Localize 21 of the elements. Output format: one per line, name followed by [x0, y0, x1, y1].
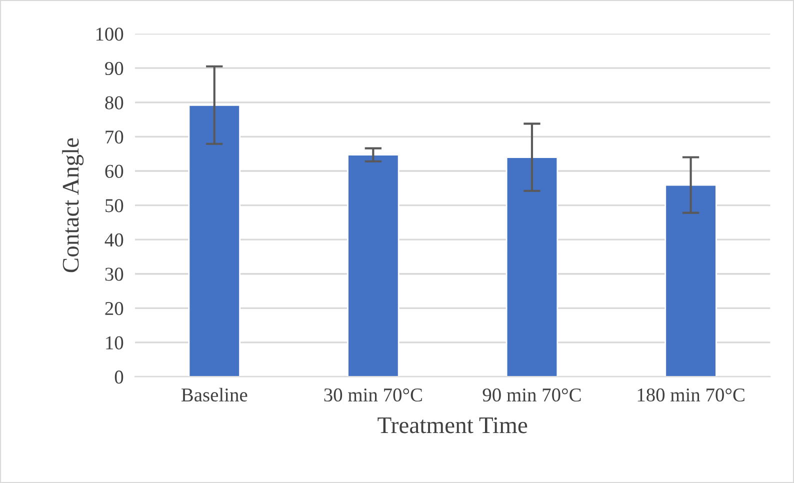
bar	[664, 184, 717, 377]
bar	[347, 154, 400, 377]
y-tick-label: 90	[105, 62, 124, 76]
y-tick-label: 30	[105, 268, 124, 281]
y-tick-label: 70	[106, 130, 124, 144]
y-tick-label: 40	[104, 233, 124, 247]
y-tick-label: 50	[106, 199, 124, 212]
y-tick-label: 80	[105, 96, 124, 110]
y-tick-label: 60	[105, 164, 124, 178]
y-tick-label: 10	[106, 336, 124, 350]
x-tick-label: 30 min 70°C	[324, 388, 422, 402]
y-tick-label: 100	[96, 28, 124, 41]
y-tick-label: 0	[114, 370, 124, 384]
x-tick-label: Baseline	[181, 388, 248, 402]
y-axis-title: Contact Angle	[62, 138, 84, 272]
bar	[188, 104, 240, 377]
bar	[506, 156, 558, 377]
x-tick-label: 90 min 70°C	[482, 388, 581, 402]
x-tick-label: 180 min 70°C	[638, 388, 744, 402]
x-axis-title: Treatment Time	[378, 417, 528, 434]
y-tick-label: 20	[105, 302, 124, 316]
